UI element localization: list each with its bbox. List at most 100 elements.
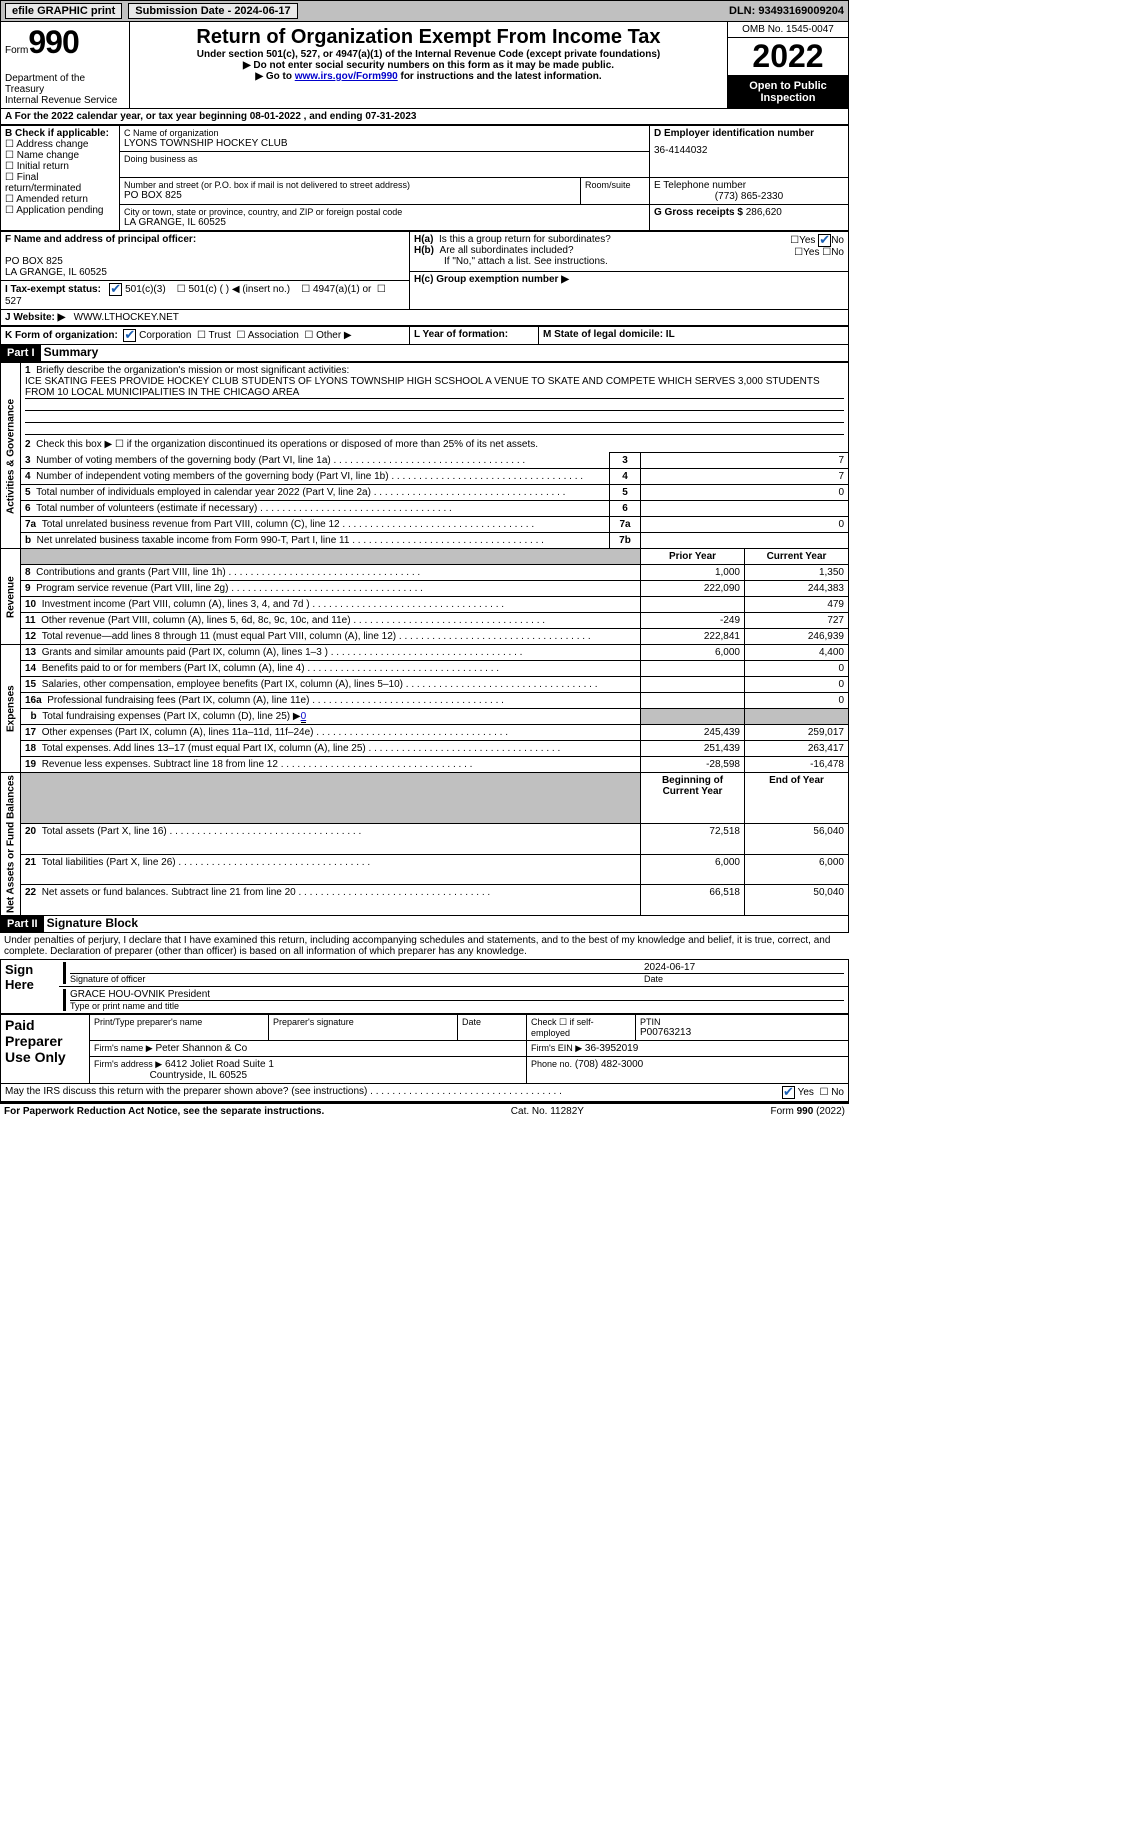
tax-year: 2022 (728, 38, 848, 76)
prep-phone: (708) 482-3000 (575, 1059, 643, 1070)
ha-no: No (831, 235, 844, 246)
may-irs-yes[interactable] (782, 1086, 795, 1099)
opt-527[interactable]: 527 (5, 296, 22, 307)
row-num: 19 (25, 759, 36, 770)
part2-head: Part II (1, 916, 44, 932)
row-box: 5 (610, 485, 641, 501)
cb-amended-return[interactable]: ☐ Amended return (5, 194, 115, 205)
opt-amended-return: Amended return (16, 194, 88, 205)
row-num: 6 (25, 503, 31, 514)
signature-table: Sign Here Signature of officer 2024-06-1… (0, 959, 849, 1014)
self-emp[interactable]: Check ☐ if self-employed (531, 1017, 631, 1038)
row-label: Program service revenue (Part VIII, line… (36, 583, 228, 594)
row-label: Contributions and grants (Part VIII, lin… (36, 567, 226, 578)
footer-left: For Paperwork Reduction Act Notice, see … (4, 1106, 324, 1117)
row-num: 17 (25, 727, 36, 738)
l1-label: Briefly describe the organization's miss… (36, 365, 349, 376)
subtitle3-prefix: ▶ Go to (255, 71, 294, 82)
boxK-label: K Form of organization: (5, 330, 118, 341)
cb-501c3[interactable] (109, 283, 122, 296)
row-label: Number of independent voting members of … (36, 471, 388, 482)
prep-name-label: Print/Type preparer's name (94, 1017, 264, 1027)
opt-other[interactable]: Other ▶ (316, 330, 351, 341)
form-header: Form990 Department of the Treasury Inter… (0, 22, 849, 109)
row-cy: 0 (745, 693, 849, 709)
row-cy: 259,017 (745, 725, 849, 741)
row-label: Total unrelated business revenue from Pa… (42, 519, 340, 530)
row-num: 21 (25, 857, 36, 868)
omb-number: OMB No. 1545-0047 (728, 22, 848, 38)
row-val: 0 (641, 517, 849, 533)
cb-address-change[interactable]: ☐ Address change (5, 139, 115, 150)
row-py: -249 (641, 613, 745, 629)
sign-here: Sign Here (1, 960, 60, 1014)
opt-trust[interactable]: Trust (209, 330, 231, 341)
sig-officer-label: Signature of officer (70, 974, 644, 984)
opt-501c[interactable]: 501(c) ( ) ◀ (insert no.) (189, 284, 291, 295)
row-cy: 263,417 (745, 741, 849, 757)
prior-year-head: Prior Year (641, 549, 745, 565)
submission-date: Submission Date - 2024-06-17 (128, 3, 297, 19)
row-label: Total number of individuals employed in … (36, 487, 371, 498)
row-cy: 727 (745, 613, 849, 629)
irs-label: Internal Revenue Service (5, 95, 125, 106)
form-title: Return of Organization Exempt From Incom… (136, 26, 721, 49)
klm-block: K Form of organization: Corporation ☐ Tr… (0, 326, 849, 345)
row-cy: -16,478 (745, 757, 849, 773)
ha-no-check[interactable] (818, 234, 831, 247)
preparer-table: Paid Preparer Use Only Print/Type prepar… (0, 1014, 849, 1084)
cb-app-pending[interactable]: ☐ Application pending (5, 205, 115, 216)
row-label: Total liabilities (Part X, line 26) (42, 857, 176, 868)
top-bar: efile GRAPHIC print Submission Date - 20… (0, 0, 849, 22)
row-val: 0 (641, 485, 849, 501)
row-cy: 4,400 (745, 645, 849, 661)
firm-name-label: Firm's name ▶ (94, 1043, 153, 1053)
hb-no[interactable]: No (831, 247, 844, 258)
row-py: 6,000 (641, 645, 745, 661)
row-label: Total number of volunteers (estimate if … (36, 503, 257, 514)
row-py (641, 597, 745, 613)
yes-label: Yes (798, 1087, 814, 1098)
row-val: 7 (641, 469, 849, 485)
row-py (641, 693, 745, 709)
dln-label: DLN: 93493169009204 (729, 5, 844, 17)
row-num: 7a (25, 519, 36, 530)
ptin-label: PTIN (640, 1017, 844, 1027)
row-box: 7b (610, 533, 641, 549)
row-py: 251,439 (641, 741, 745, 757)
form-number: 990 (28, 24, 78, 60)
boxE-label: E Telephone number (654, 180, 844, 191)
end-year-head: End of Year (745, 773, 849, 824)
row-num: 8 (25, 567, 31, 578)
ha-yes[interactable]: Yes (799, 235, 815, 246)
begin-year-head: Beginning of Current Year (641, 773, 745, 824)
officer-block: F Name and address of principal officer:… (0, 231, 849, 326)
row-py: 72,518 (641, 824, 745, 855)
opt-assoc[interactable]: Association (248, 330, 299, 341)
row-box: 6 (610, 501, 641, 517)
cb-name-change[interactable]: ☐ Name change (5, 150, 115, 161)
row-num: 9 (25, 583, 31, 594)
row-py: 222,090 (641, 581, 745, 597)
cb-initial-return[interactable]: ☐ Initial return (5, 161, 115, 172)
efile-button[interactable]: efile GRAPHIC print (5, 3, 122, 19)
cb-final-return[interactable]: ☐ Final return/terminated (5, 172, 115, 194)
opt-initial-return: Initial return (17, 161, 69, 172)
irs-link[interactable]: www.irs.gov/Form990 (295, 71, 398, 82)
paid-preparer: Paid Preparer Use Only (1, 1015, 90, 1084)
row-label: Grants and similar amounts paid (Part IX… (42, 647, 328, 658)
firm-ein: 36-3952019 (585, 1043, 638, 1054)
row-py: 222,841 (641, 629, 745, 645)
room-label: Room/suite (585, 180, 645, 190)
boxF-label: F Name and address of principal officer: (5, 234, 405, 245)
l16b-label: Total fundraising expenses (Part IX, col… (42, 711, 300, 722)
sig-date: 2024-06-17 (644, 962, 844, 974)
gross-receipts: 286,620 (746, 207, 782, 218)
row-cy: 244,383 (745, 581, 849, 597)
prep-date-label: Date (462, 1017, 522, 1027)
website-value: WWW.LTHOCKEY.NET (74, 312, 179, 323)
opt-4947[interactable]: 4947(a)(1) or (313, 284, 371, 295)
row-num: 14 (25, 663, 36, 674)
cb-corp[interactable] (123, 329, 136, 342)
hb-yes[interactable]: Yes (803, 247, 819, 258)
